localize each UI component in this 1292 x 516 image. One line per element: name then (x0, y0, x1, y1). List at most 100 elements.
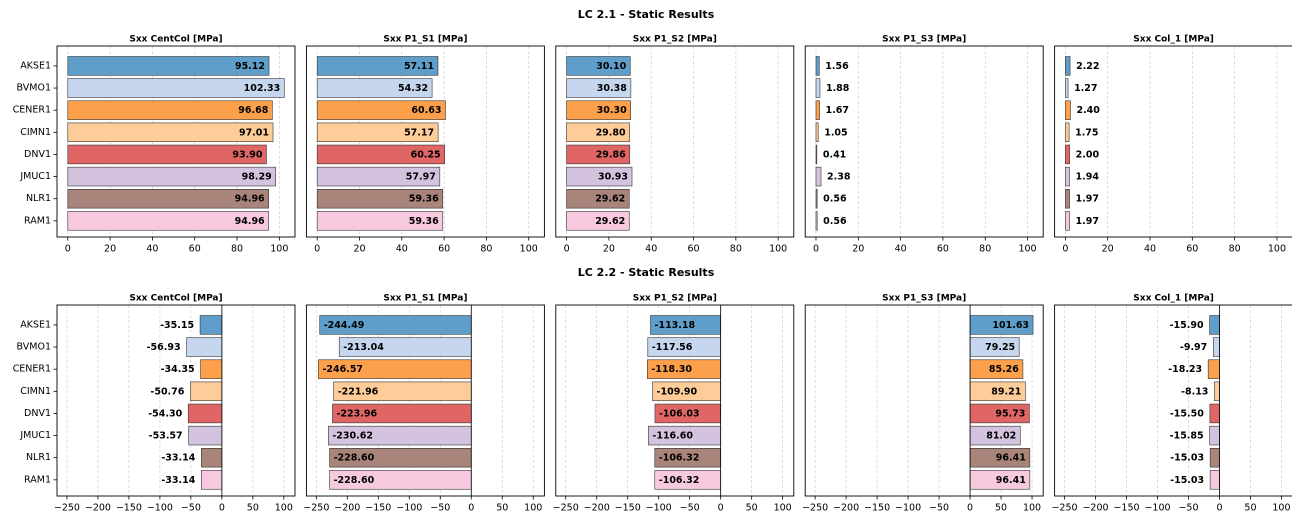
value-label: -50.76 (150, 386, 184, 397)
value-label: -9.97 (1180, 342, 1207, 353)
subplot-title: Sxx CentCol [MPa] (129, 294, 222, 304)
value-label: 60.25 (411, 149, 441, 160)
bar (200, 359, 223, 379)
value-label: -221.96 (338, 386, 379, 397)
value-label: -109.90 (657, 386, 698, 397)
x-tick-label: −100 (895, 503, 921, 514)
bar (815, 100, 820, 120)
y-tick-label: BVMO1 (17, 83, 51, 94)
subplot-title: Sxx P1_S2 [MPa] (633, 35, 717, 45)
x-tick-label: 100 (520, 244, 538, 255)
bar (1065, 189, 1070, 209)
x-tick-label: 100 (270, 244, 288, 255)
bar (316, 122, 439, 143)
value-label: 1.88 (826, 83, 850, 94)
frame (804, 45, 1044, 238)
value-label: 29.62 (595, 194, 625, 205)
bar (67, 56, 270, 76)
subplot-title: Sxx CentCol [MPa] (129, 35, 222, 45)
value-label: 57.11 (404, 61, 434, 72)
bar (1207, 359, 1220, 379)
x-tick-label: 60 (937, 244, 949, 255)
value-label: 2.40 (1076, 105, 1100, 116)
bar (201, 470, 223, 490)
value-label: -15.03 (1170, 475, 1204, 486)
value-label: 30.10 (596, 61, 626, 72)
x-tick-label: 0 (967, 503, 973, 514)
frame (1054, 45, 1292, 238)
x-tick-label: 20 (603, 244, 615, 255)
x-tick-label: −150 (1113, 503, 1139, 514)
x-tick-label: −200 (584, 503, 610, 514)
x-tick-label: 100 (1272, 503, 1290, 514)
bar (566, 166, 633, 187)
bar (1212, 337, 1220, 357)
value-label: -113.18 (655, 320, 696, 331)
value-label: -15.90 (1170, 320, 1204, 331)
bar (566, 78, 632, 98)
bar (188, 425, 223, 446)
value-label: 85.26 (989, 364, 1019, 375)
bar (1065, 56, 1071, 76)
frame (555, 304, 795, 497)
value-label: 1.94 (1075, 172, 1099, 183)
bar (815, 166, 822, 187)
bar (815, 78, 821, 98)
y-tick-label: RAM1 (24, 215, 51, 226)
value-label: -230.62 (332, 431, 373, 442)
value-label: 2.38 (827, 172, 851, 183)
bar (316, 78, 433, 98)
x-tick-label: −150 (116, 503, 142, 514)
value-label: 57.17 (404, 127, 434, 138)
value-label: 0.41 (823, 149, 846, 160)
x-tick-label: −150 (615, 503, 641, 514)
value-label: 1.97 (1076, 194, 1099, 205)
x-tick-label: 50 (995, 503, 1007, 514)
subplot-title: Sxx P1_S2 [MPa] (633, 294, 717, 304)
x-tick-label: 100 (524, 503, 542, 514)
value-label: 101.63 (992, 320, 1029, 331)
x-tick-label: 80 (231, 244, 243, 255)
value-label: -18.23 (1168, 364, 1202, 375)
value-label: 1.67 (826, 105, 849, 116)
x-tick-label: −150 (365, 503, 391, 514)
bar (566, 144, 631, 165)
bar (190, 381, 223, 402)
bar (1209, 448, 1220, 468)
value-label: -118.30 (651, 364, 692, 375)
x-tick-label: 0 (1062, 244, 1068, 255)
bar (67, 189, 269, 209)
value-label: -34.35 (161, 364, 195, 375)
value-label: 97.01 (239, 127, 269, 138)
value-label: 29.86 (596, 149, 626, 160)
value-label: 95.73 (995, 408, 1025, 419)
row-title: LC 2.2 - Static Results (578, 266, 715, 279)
x-tick-label: 80 (1229, 244, 1241, 255)
value-label: 81.02 (986, 431, 1016, 442)
bar (566, 211, 630, 231)
subplot-title: Sxx P1_S3 [MPa] (882, 294, 966, 304)
bar (1209, 403, 1220, 424)
value-label: 1.75 (1075, 127, 1098, 138)
bar (566, 189, 630, 209)
x-tick-label: 0 (1216, 503, 1222, 514)
value-label: 0.56 (823, 216, 847, 227)
value-label: 94.96 (235, 194, 265, 205)
bar (187, 403, 223, 424)
bar (815, 144, 818, 165)
x-tick-label: 60 (1186, 244, 1198, 255)
value-label: 1.97 (1076, 216, 1099, 227)
value-label: -228.60 (334, 453, 375, 464)
value-label: -33.14 (161, 453, 195, 464)
bar (316, 189, 444, 209)
bar (316, 166, 441, 187)
value-label: 79.25 (985, 342, 1015, 353)
value-label: -244.49 (324, 320, 365, 331)
x-tick-label: 50 (247, 503, 259, 514)
value-label: 29.80 (596, 127, 626, 138)
x-tick-label: −200 (1082, 503, 1108, 514)
bar (566, 56, 631, 76)
bar (67, 211, 269, 231)
x-tick-label: 20 (1102, 244, 1114, 255)
